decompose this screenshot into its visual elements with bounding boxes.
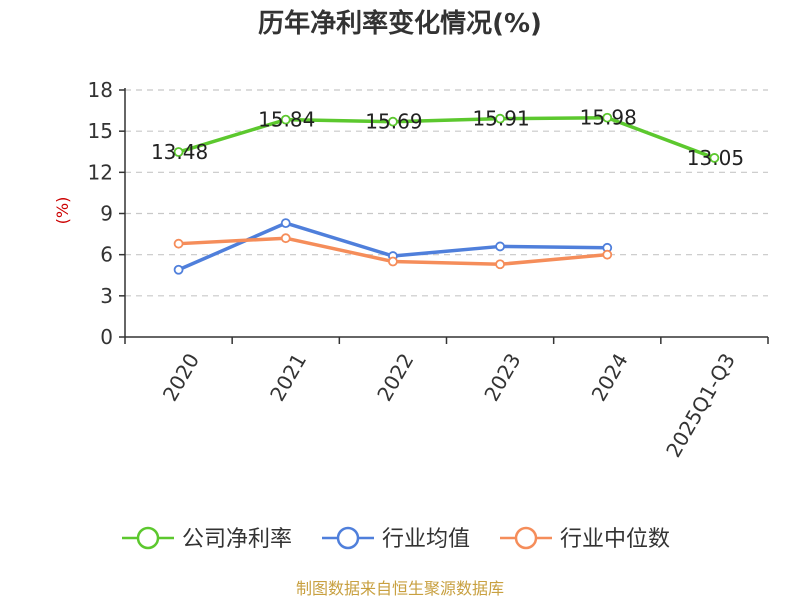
data-point xyxy=(388,256,398,267)
data-point xyxy=(280,233,291,244)
legend-label: 公司净利率 xyxy=(182,527,292,552)
x-tick-label: 2024 xyxy=(587,349,633,405)
y-tick-label: 9 xyxy=(100,202,113,226)
x-tick-label: 2023 xyxy=(479,349,525,405)
data-point xyxy=(602,112,613,123)
y-tick-label: 12 xyxy=(88,160,113,184)
data-point xyxy=(495,241,505,252)
y-tick-label: 6 xyxy=(100,243,113,267)
data-label: 15.69 xyxy=(365,110,422,134)
data-point xyxy=(173,264,184,275)
data-label: 15.98 xyxy=(580,106,637,130)
legend-marker-icon xyxy=(336,526,360,550)
legend: 公司净利率 行业均值 行业中位数 xyxy=(122,526,670,552)
legend-marker-icon xyxy=(514,526,538,550)
series-lines xyxy=(173,112,720,275)
data-label: 13.05 xyxy=(687,146,744,170)
data-point xyxy=(602,249,613,260)
data-point xyxy=(709,153,720,163)
data-labels: 13.48 15.84 15.69 15.91 15.98 13.05 xyxy=(151,106,744,170)
source-note: 制图数据来自恒生聚源数据库 xyxy=(296,579,504,598)
legend-label: 行业中位数 xyxy=(560,527,670,552)
series-line-0 xyxy=(178,115,716,160)
x-tick-label: 2025Q1-Q3 xyxy=(661,349,740,461)
data-point xyxy=(388,116,398,127)
x-tick-label: 2021 xyxy=(265,349,311,405)
legend-marker-icon xyxy=(136,526,160,550)
legend-label: 行业均值 xyxy=(382,527,470,552)
data-point xyxy=(173,238,184,249)
data-label: 15.91 xyxy=(472,107,529,131)
y-tick-label: 0 xyxy=(100,325,113,349)
y-tick-label: 3 xyxy=(100,284,113,308)
data-label: 15.84 xyxy=(258,108,315,132)
data-label: 13.48 xyxy=(151,140,208,164)
data-point xyxy=(280,218,291,229)
data-point xyxy=(495,259,505,270)
data-point xyxy=(280,114,291,125)
y-tick-label: 18 xyxy=(88,78,113,102)
gridlines xyxy=(125,89,768,297)
x-tick-label: 2022 xyxy=(372,349,418,405)
y-axis-unit-label: (%) xyxy=(53,197,72,225)
data-point xyxy=(173,147,184,157)
data-point xyxy=(495,113,505,124)
x-tick-label: 2020 xyxy=(158,349,204,405)
chart-title: 历年净利率变化情况(%) xyxy=(258,8,542,39)
y-tick-label: 15 xyxy=(88,119,113,143)
axes: 0 3 6 9 12 15 18 2020 2021 2022 2023 2024 2025Q1-Q3 xyxy=(88,78,769,461)
